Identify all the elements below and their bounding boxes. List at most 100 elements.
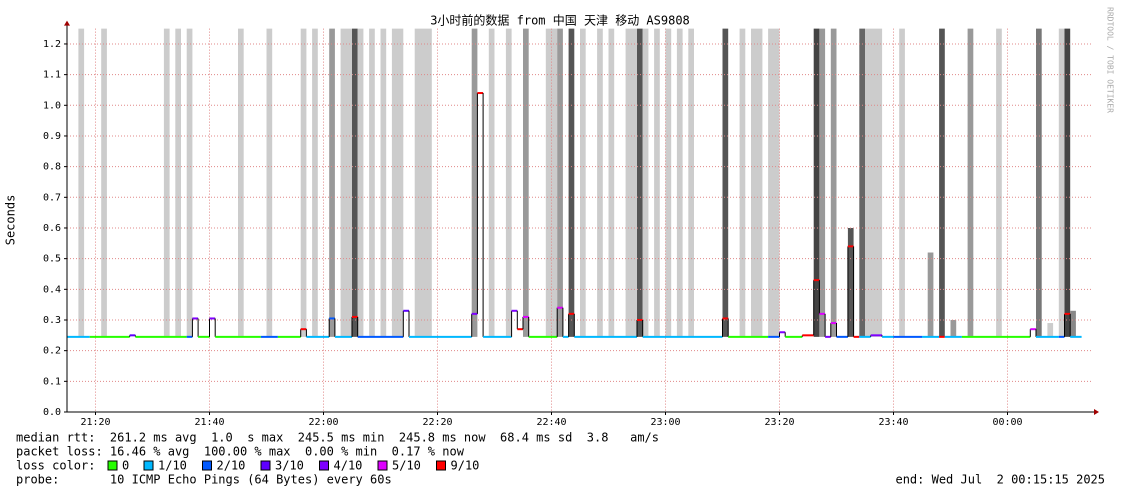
y-tick-label: 0.4 xyxy=(43,284,61,295)
smoke-bar xyxy=(352,28,358,337)
smoke-bar xyxy=(665,28,672,337)
smoke-bar xyxy=(768,28,780,337)
x-axis-arrow xyxy=(1094,409,1099,415)
y-tick-label: 0.1 xyxy=(43,376,61,387)
smoke-bar xyxy=(899,28,905,337)
x-tick-label: 21:20 xyxy=(80,417,110,428)
smoke-bar xyxy=(608,28,615,337)
legend-entry: 3/10 xyxy=(275,459,304,473)
y-tick-label: 1.1 xyxy=(43,70,61,81)
y-tick-label: 0.8 xyxy=(43,162,61,173)
smoke-bar xyxy=(1036,28,1042,337)
smoke-bar xyxy=(967,28,974,337)
stats-line: median rtt: 261.2 ms avg 1.0 s max 245.5… xyxy=(16,431,659,445)
x-tick-label: 23:40 xyxy=(878,417,908,428)
y-tick-label: 0.7 xyxy=(43,192,61,203)
smoke-bar xyxy=(101,28,107,337)
smoke-bar xyxy=(557,28,563,337)
smoke-bar xyxy=(996,28,1002,337)
smoke-bar xyxy=(340,28,352,337)
smoke-bar xyxy=(1064,28,1071,337)
plot-area xyxy=(64,20,1099,415)
smoke-bar xyxy=(751,28,763,337)
smoke-bar xyxy=(939,28,945,337)
smoke-bar xyxy=(391,28,404,337)
y-tick-label: 1.0 xyxy=(43,100,61,111)
smoke-bar xyxy=(266,28,273,337)
smoke-bar xyxy=(357,28,364,337)
smoke-bar xyxy=(865,28,883,337)
legend-entry: 4/10 xyxy=(334,459,363,473)
smoke-bar xyxy=(1070,310,1076,337)
smoke-bar xyxy=(163,28,170,337)
legend-swatch xyxy=(202,460,212,471)
smoke-bar xyxy=(380,28,387,337)
y-tick-label: 0.2 xyxy=(43,346,61,357)
smoke-bar xyxy=(654,28,660,337)
y-tick-label: 0.9 xyxy=(43,131,61,142)
x-tick-label: 23:20 xyxy=(764,417,794,428)
y-tick-label: 0.3 xyxy=(43,315,61,326)
legend-swatch xyxy=(260,460,271,471)
smoke-bar xyxy=(471,28,478,337)
watermark: RRDTOOL / TOBI OETIKER xyxy=(1106,7,1115,113)
legend-swatch xyxy=(377,460,388,471)
smoke-bar xyxy=(637,28,643,337)
y-tick-label: 0.5 xyxy=(43,254,61,265)
end-time: end: Wed Jul 2 00:15:15 2025 xyxy=(895,473,1105,487)
smoke-bar xyxy=(505,28,512,337)
stats-line: packet loss: 16.46 % avg 100.00 % max 0.… xyxy=(16,445,465,459)
legend-swatch xyxy=(319,460,329,471)
smoke-bar xyxy=(414,28,432,337)
smoke-bar xyxy=(369,28,375,337)
x-tick-label: 21:40 xyxy=(194,417,224,428)
x-tick-label: 22:40 xyxy=(536,417,566,428)
smoke-bar xyxy=(950,319,957,337)
legend-swatch xyxy=(107,460,118,471)
x-tick-label: 22:20 xyxy=(422,417,452,428)
smoke-bar xyxy=(78,28,85,337)
smoke-bar xyxy=(847,227,854,337)
legend-entry: 1/10 xyxy=(158,459,187,473)
smoke-bar xyxy=(739,28,746,337)
smoke-bar xyxy=(642,28,649,337)
smoke-bar xyxy=(1047,323,1054,337)
smoke-bar xyxy=(625,28,637,337)
x-tick-label: 22:00 xyxy=(308,417,338,428)
smoke-bar xyxy=(830,28,837,337)
smoke-bar xyxy=(597,28,603,337)
smoke-bar xyxy=(580,28,586,337)
smoke-bar xyxy=(1058,28,1065,337)
smoke-bar xyxy=(568,28,575,337)
legend-swatch xyxy=(436,460,446,471)
smoke-bar xyxy=(523,28,529,337)
smoke-bar xyxy=(813,28,820,337)
legend-entry: 5/10 xyxy=(392,459,421,473)
y-axis-label: Seconds xyxy=(4,195,18,246)
y-tick-label: 0.6 xyxy=(43,223,61,234)
smoke-bar xyxy=(175,28,181,337)
smoke-bar xyxy=(927,252,934,337)
legend-swatch xyxy=(143,460,154,471)
smoke-bar xyxy=(300,28,307,337)
smoke-bar xyxy=(186,28,193,337)
smoke-bar xyxy=(676,28,683,337)
legend-entry: 2/10 xyxy=(217,459,246,473)
x-tick-label: 00:00 xyxy=(992,417,1022,428)
smoke-bar xyxy=(688,28,694,337)
x-tick-label: 23:00 xyxy=(650,417,680,428)
chart-title: 3小时前的数据 from 中国 天津 移动 AS9808 xyxy=(430,13,690,28)
smoke-bar xyxy=(545,28,558,337)
legend-label: loss color: xyxy=(16,459,95,473)
y-tick-label: 0.0 xyxy=(43,407,61,418)
y-axis-arrow xyxy=(64,20,70,26)
smoke-bar xyxy=(312,28,318,337)
smoke-bar xyxy=(488,28,495,337)
smoke-bar xyxy=(329,28,335,337)
legend-entry: 0 xyxy=(122,459,129,473)
legend-entry: 9/10 xyxy=(451,459,480,473)
probe-info: probe: 10 ICMP Echo Pings (64 Bytes) eve… xyxy=(16,473,392,487)
y-tick-label: 1.2 xyxy=(43,39,61,50)
smoke-bar xyxy=(819,28,826,337)
